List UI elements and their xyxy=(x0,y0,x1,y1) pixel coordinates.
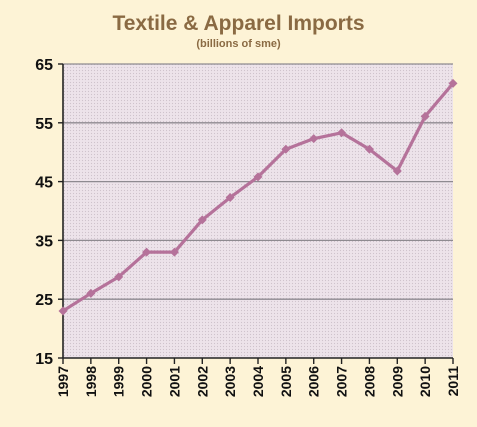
data-point xyxy=(392,166,402,176)
x-tick-label: 2008 xyxy=(361,366,377,397)
x-tick-label: 2003 xyxy=(222,366,238,397)
data-point xyxy=(142,247,152,257)
x-tick-label: 2007 xyxy=(334,366,350,397)
data-point xyxy=(58,306,68,316)
x-tick-label: 1997 xyxy=(55,366,71,397)
x-tick-label: 2000 xyxy=(139,366,155,397)
y-tick-label: 35 xyxy=(35,233,53,250)
data-point xyxy=(337,128,347,138)
chart-subtitle: (billions of sme) xyxy=(196,38,281,50)
data-point xyxy=(253,172,263,182)
y-tick-label: 55 xyxy=(35,116,53,133)
y-tick-label: 65 xyxy=(35,57,53,74)
x-tick-label: 2009 xyxy=(389,366,405,397)
data-point xyxy=(364,144,374,154)
data-point xyxy=(197,215,207,225)
y-tick-label: 45 xyxy=(35,175,53,192)
x-tick-label: 1998 xyxy=(83,366,99,397)
data-point xyxy=(114,272,124,282)
x-tick-label: 2002 xyxy=(194,366,210,397)
x-tick-label: 2005 xyxy=(278,366,294,397)
x-tick-label: 2001 xyxy=(166,366,182,397)
data-point xyxy=(420,111,430,121)
x-tick-label: 2010 xyxy=(417,366,433,397)
x-tick-label: 2004 xyxy=(250,366,266,397)
y-tick-label: 25 xyxy=(35,292,53,309)
plot-area xyxy=(63,64,453,358)
y-tick-label: 15 xyxy=(35,351,53,368)
data-point xyxy=(448,78,458,88)
x-tick-label: 1999 xyxy=(111,366,127,397)
data-point xyxy=(281,144,291,154)
x-tick-label: 2006 xyxy=(306,366,322,397)
data-point xyxy=(169,247,179,257)
data-point xyxy=(225,192,235,202)
chart-title: Textile & Apparel Imports xyxy=(112,12,365,35)
data-point xyxy=(86,288,96,298)
x-tick-label: 2011 xyxy=(445,366,461,397)
data-point xyxy=(309,134,319,144)
